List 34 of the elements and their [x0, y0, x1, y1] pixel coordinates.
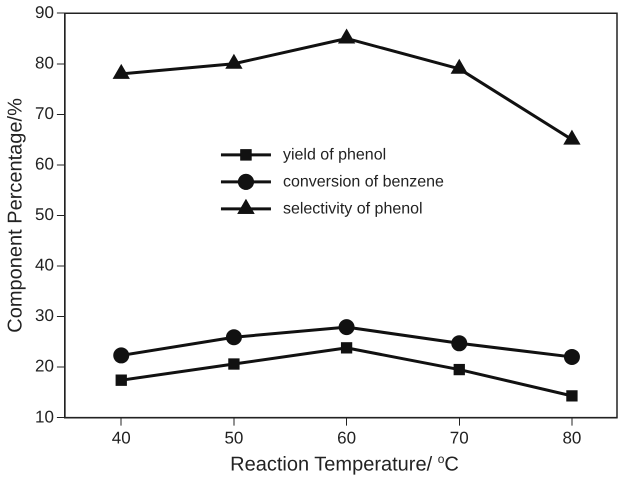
y-tick-label: 70: [34, 104, 54, 123]
y-tick-label: 20: [34, 356, 54, 376]
y-tick-label: 60: [34, 154, 54, 174]
point: [228, 358, 240, 370]
point: [340, 342, 352, 354]
x-tick-label: 60: [337, 428, 356, 448]
x-tick-label: 70: [450, 428, 469, 448]
x-tick-label: 80: [562, 428, 582, 448]
point: [566, 390, 578, 402]
legend-label: selectivity of phenol: [282, 200, 423, 218]
y-tick-label: 50: [34, 205, 54, 224]
point: [112, 64, 130, 79]
point: [454, 364, 465, 376]
legend-label: conversion of benzene: [282, 173, 444, 190]
x-tick-label: 50: [224, 428, 244, 448]
y-tick-label: 90: [34, 2, 54, 22]
y-tick-label: 40: [34, 256, 54, 275]
point: [116, 374, 127, 386]
y-axis-title: Component Percentage/%: [4, 98, 27, 333]
x-axis-title: Reaction Temperature/ $^{o}$C: [229, 452, 460, 477]
point: [226, 329, 242, 346]
point: [113, 347, 130, 364]
y-tick-label: 10: [34, 407, 54, 426]
point: [564, 348, 580, 365]
x-tick-label: 40: [112, 428, 131, 448]
point: [338, 28, 356, 44]
point: [563, 130, 581, 145]
point: [338, 319, 355, 336]
point: [450, 58, 468, 74]
point: [451, 335, 468, 352]
legend-label: yield of phenol: [282, 146, 386, 164]
y-tick-label: 80: [34, 53, 54, 72]
y-tick-label: 30: [34, 306, 54, 326]
point: [225, 54, 243, 69]
